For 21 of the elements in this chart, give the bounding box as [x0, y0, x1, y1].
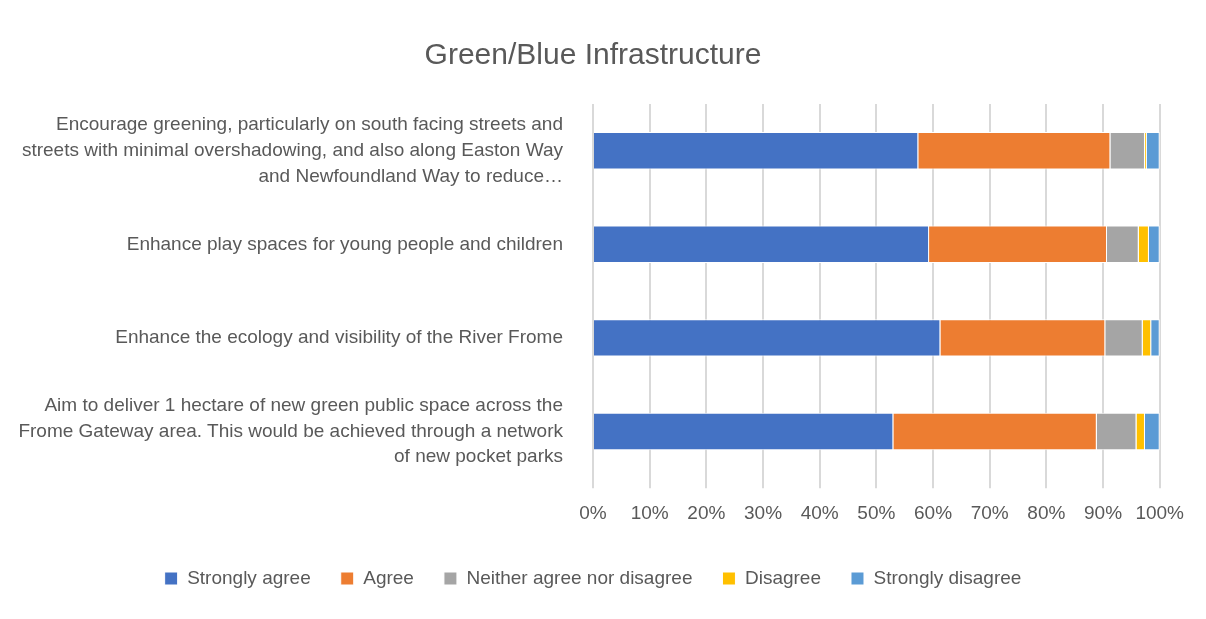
x-tick-label: 40% — [800, 501, 839, 523]
x-tick-label: 20% — [687, 501, 726, 523]
y-tick-label: Enhance play spaces for young people and children — [126, 232, 563, 254]
x-tick-label: 90% — [1084, 501, 1123, 523]
x-tick-label: 100% — [1135, 501, 1185, 523]
x-tick-label: 30% — [744, 501, 783, 523]
y-tick-label: Enhance the ecology and visibility of the River Frome — [115, 326, 563, 348]
x-tick-label: 80% — [1027, 501, 1066, 523]
x-tick-label: 70% — [970, 501, 1009, 523]
x-tick-label: 10% — [630, 501, 669, 523]
legend-label: Agree — [363, 566, 414, 588]
y-tick-label: Aim to deliver 1 hectare of new green public space across the Frome Gateway area. This would be achieved through a network of new pocket parks — [18, 394, 564, 467]
legend-label: Disagree — [744, 566, 821, 588]
x-tick-label: 0% — [579, 501, 607, 523]
chart-title: Green/Blue Infrastructure — [424, 37, 762, 71]
legend-label: Strongly disagree — [873, 566, 1022, 588]
x-tick-label: 60% — [914, 501, 953, 523]
x-tick-label: 50% — [857, 501, 896, 523]
legend-label: Strongly agree — [187, 566, 311, 588]
y-tick-label: Encourage greening, particularly on south facing streets and streets with minimal overshadowing, and also along Easton Way and Newfoundland Way to reduce… — [21, 113, 564, 186]
legend-label: Neither agree nor disagree — [466, 566, 693, 588]
